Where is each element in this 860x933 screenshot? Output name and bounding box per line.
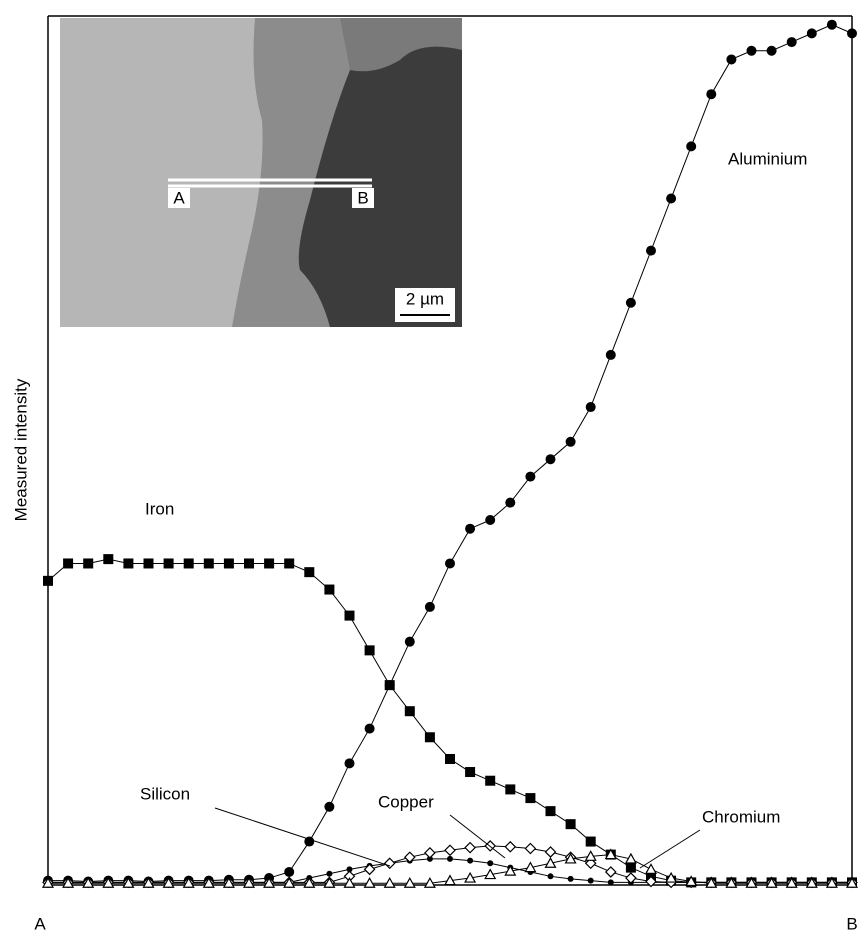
data-point	[586, 837, 596, 847]
data-point	[626, 298, 636, 308]
data-point	[586, 402, 596, 412]
data-point	[807, 28, 817, 38]
data-point	[284, 558, 294, 568]
data-point	[144, 558, 154, 568]
x-end-label: A	[34, 914, 46, 933]
data-point	[525, 472, 535, 482]
data-point	[546, 454, 556, 464]
leader-line	[640, 830, 700, 868]
data-point	[425, 848, 435, 858]
data-point	[706, 89, 716, 99]
inset-micrograph: A B 2 µm	[60, 18, 462, 327]
data-point	[485, 776, 495, 786]
data-point	[385, 858, 395, 868]
data-point	[546, 847, 556, 857]
data-point	[548, 873, 554, 879]
data-point	[505, 784, 515, 794]
data-point	[465, 843, 475, 853]
data-point	[566, 819, 576, 829]
data-point	[447, 856, 453, 862]
series-line	[48, 559, 852, 882]
chart: A B 2 µm Measured intensity A B Aluminiu…	[0, 0, 860, 933]
data-point	[425, 602, 435, 612]
data-point	[646, 864, 656, 873]
data-point	[646, 246, 656, 256]
data-point	[525, 793, 535, 803]
data-point	[608, 879, 614, 885]
data-point	[626, 863, 636, 873]
data-point	[747, 46, 757, 56]
data-point	[566, 437, 576, 447]
data-point	[284, 867, 294, 877]
data-point	[726, 54, 736, 64]
data-point	[505, 498, 515, 508]
inset-light-phase	[60, 18, 263, 327]
x-end-label: B	[846, 914, 857, 933]
data-point	[365, 645, 375, 655]
series-label: Copper	[378, 792, 434, 811]
data-point	[304, 567, 314, 577]
data-point	[326, 871, 332, 877]
data-point	[767, 46, 777, 56]
data-point	[505, 842, 515, 852]
data-point	[445, 558, 455, 568]
leader-line	[450, 815, 505, 858]
data-point	[123, 558, 133, 568]
data-point	[827, 20, 837, 30]
data-point	[445, 754, 455, 764]
series-label: Silicon	[140, 784, 190, 803]
data-point	[405, 637, 415, 647]
data-point	[405, 706, 415, 716]
data-point	[365, 724, 375, 734]
data-point	[425, 732, 435, 742]
data-point	[485, 515, 495, 525]
data-point	[184, 558, 194, 568]
page: A B 2 µm Measured intensity A B Aluminiu…	[0, 0, 860, 933]
inset-label-b: B	[357, 188, 368, 207]
inset-label-a: A	[173, 188, 185, 207]
data-point	[787, 37, 797, 47]
series-label: Iron	[145, 499, 174, 518]
data-point	[467, 858, 473, 864]
data-point	[568, 876, 574, 882]
data-point	[666, 193, 676, 203]
data-point	[686, 141, 696, 151]
data-point	[847, 28, 857, 38]
data-point	[324, 585, 334, 595]
data-point	[324, 802, 334, 812]
data-point	[43, 576, 53, 586]
series-label: Aluminium	[728, 149, 807, 168]
data-point	[445, 845, 455, 855]
data-point	[465, 524, 475, 534]
data-point	[546, 806, 556, 816]
data-point	[264, 558, 274, 568]
data-point	[525, 844, 535, 854]
leader-line	[215, 808, 390, 866]
data-point	[345, 611, 355, 621]
data-point	[487, 860, 493, 866]
data-point	[103, 554, 113, 564]
data-point	[345, 758, 355, 768]
data-point	[385, 680, 395, 690]
data-point	[606, 867, 616, 877]
data-point	[465, 767, 475, 777]
scale-bar-label: 2 µm	[406, 289, 444, 308]
data-point	[626, 873, 636, 883]
data-point	[204, 558, 214, 568]
data-point	[244, 558, 254, 568]
data-point	[606, 350, 616, 360]
data-point	[164, 558, 174, 568]
data-point	[224, 558, 234, 568]
data-point	[588, 878, 594, 884]
y-axis-label: Measured intensity	[11, 378, 30, 521]
data-point	[83, 558, 93, 568]
data-point	[63, 558, 73, 568]
series-label: Chromium	[702, 807, 780, 826]
